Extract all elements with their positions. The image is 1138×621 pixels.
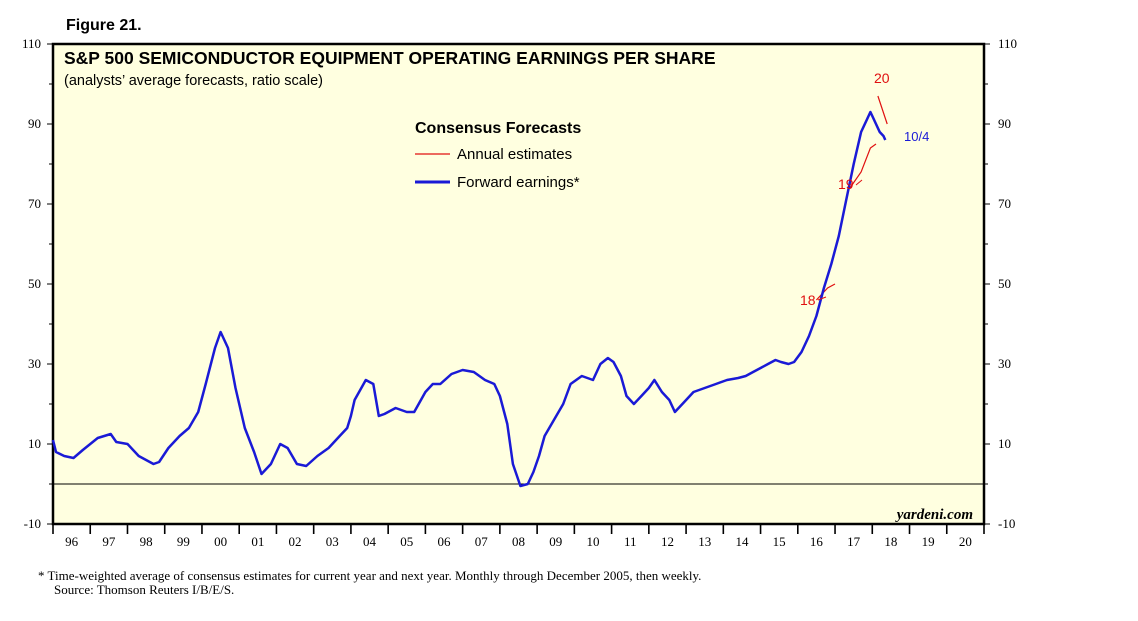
left-axis: -10 10 30 50 70 90 110 bbox=[22, 36, 53, 531]
x-tick-label: 15 bbox=[773, 534, 786, 549]
y-tick-label-left: 10 bbox=[28, 436, 41, 451]
x-tick-label: 18 bbox=[884, 534, 897, 549]
y-tick-label-right: 50 bbox=[998, 276, 1011, 291]
footnote: * Time-weighted average of consensus est… bbox=[38, 568, 701, 583]
x-tick-label: 01 bbox=[251, 534, 264, 549]
chart-subtitle: (analysts’ average forecasts, ratio scal… bbox=[64, 73, 323, 89]
y-tick-label-right: -10 bbox=[998, 516, 1015, 531]
annual-estimates-lines bbox=[815, 95, 888, 301]
source: Source: Thomson Reuters I/B/E/S. bbox=[54, 582, 234, 597]
x-tick-label: 05 bbox=[400, 534, 413, 549]
y-tick-label-left: 30 bbox=[28, 356, 41, 371]
y-tick-label-left: 110 bbox=[22, 36, 41, 51]
x-tick-label: 07 bbox=[475, 534, 489, 549]
x-tick-label: 09 bbox=[549, 534, 562, 549]
x-tick-label: 12 bbox=[661, 534, 674, 549]
y-tick-label-right: 110 bbox=[998, 36, 1017, 51]
chart-title: S&P 500 SEMICONDUCTOR EQUIPMENT OPERATIN… bbox=[64, 48, 716, 68]
x-tick-label: 04 bbox=[363, 534, 377, 549]
x-tick-label: 14 bbox=[735, 534, 749, 549]
x-axis: 96 97 98 99 00 01 02 03 04 05 06 07 08 09 10 11 12 13 14 15… bbox=[52, 524, 985, 549]
annotation-19-pointer bbox=[855, 179, 863, 186]
annotation-10-4: 10/4 bbox=[904, 129, 929, 144]
figure-label: Figure 21. bbox=[66, 17, 142, 34]
plot-area bbox=[51, 42, 986, 526]
x-tick-label: 97 bbox=[102, 534, 116, 549]
x-tick-label: 06 bbox=[438, 534, 452, 549]
x-tick-label: 08 bbox=[512, 534, 525, 549]
legend: Consensus Forecasts Annual estimates For… bbox=[415, 120, 581, 191]
y-tick-label-right: 90 bbox=[998, 116, 1011, 131]
right-axis: -10 10 30 50 70 90 110 bbox=[984, 36, 1017, 531]
x-tick-label: 19 bbox=[922, 534, 935, 549]
annotation-18-pointer bbox=[817, 296, 827, 301]
watermark: yardeni.com bbox=[895, 507, 973, 523]
x-tick-label: 13 bbox=[698, 534, 711, 549]
annotation-19: 19 bbox=[838, 176, 854, 192]
x-tick-label: 16 bbox=[810, 534, 824, 549]
x-tick-label: 03 bbox=[326, 534, 339, 549]
annotation-20: 20 bbox=[874, 70, 890, 86]
y-tick-label-right: 10 bbox=[998, 436, 1011, 451]
legend-forward-label: Forward earnings* bbox=[457, 174, 580, 191]
x-tick-label: 11 bbox=[624, 534, 637, 549]
y-tick-label-right: 70 bbox=[998, 196, 1011, 211]
annual-estimate-19 bbox=[849, 143, 877, 189]
x-tick-label: 02 bbox=[289, 534, 302, 549]
x-tick-label: 20 bbox=[959, 534, 972, 549]
y-tick-label-left: 70 bbox=[28, 196, 41, 211]
y-tick-label-left: 90 bbox=[28, 116, 41, 131]
x-tick-label: 00 bbox=[214, 534, 227, 549]
y-tick-label-left: -10 bbox=[24, 516, 41, 531]
x-tick-label: 96 bbox=[65, 534, 79, 549]
x-tick-label: 98 bbox=[140, 534, 153, 549]
legend-title: Consensus Forecasts bbox=[415, 120, 581, 137]
x-tick-label: 17 bbox=[847, 534, 861, 549]
legend-annual-label: Annual estimates bbox=[457, 146, 572, 163]
x-tick-label: 10 bbox=[586, 534, 599, 549]
y-tick-label-right: 30 bbox=[998, 356, 1011, 371]
y-tick-label-left: 50 bbox=[28, 276, 41, 291]
annual-estimate-20 bbox=[877, 95, 888, 125]
annual-estimate-18 bbox=[815, 283, 836, 301]
forward-earnings-line bbox=[51, 110, 887, 488]
annotation-18: 18 bbox=[800, 292, 816, 308]
x-tick-label: 99 bbox=[177, 534, 190, 549]
